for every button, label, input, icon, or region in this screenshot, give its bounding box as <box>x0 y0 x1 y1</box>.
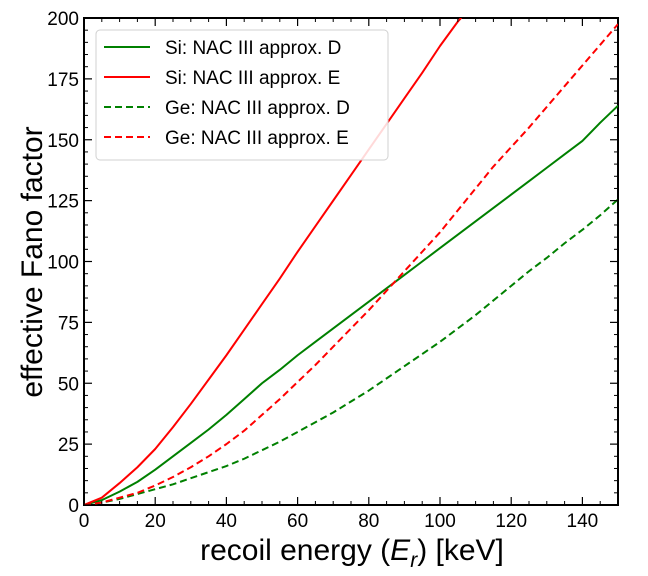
series-line-1 <box>84 104 618 505</box>
y-axis-label: effective Fano factor <box>16 126 49 397</box>
legend-label: Ge: NAC III approx. D <box>165 98 350 119</box>
legend-label: Ge: NAC III approx. E <box>165 128 349 149</box>
series-line-4 <box>84 23 618 505</box>
legend-label: Si: NAC III approx. E <box>165 68 340 89</box>
x-axis-label-sub: r <box>410 549 418 572</box>
y-tick-label: 75 <box>58 313 79 334</box>
x-axis-label-suffix: ) [keV] <box>417 534 504 567</box>
series-line-2 <box>84 18 463 505</box>
ticks-layer: 0 20 40 60 80 100 120 140 0 25 50 75 100 125 150 175 200 <box>47 9 619 532</box>
legend: Si: NAC III approx. D Si: NAC III approx.… <box>95 29 389 161</box>
x-tick-label: 60 <box>287 511 308 532</box>
x-axis-label-var: E <box>390 534 411 567</box>
x-tick-label: 140 <box>567 511 599 532</box>
x-axis-label-prefix: recoil energy ( <box>200 534 390 567</box>
series-layer <box>84 18 618 505</box>
y-tick-label: 200 <box>47 9 79 30</box>
x-tick-label: 120 <box>495 511 527 532</box>
y-tick-label: 25 <box>58 435 79 456</box>
x-tick-label: 20 <box>145 511 166 532</box>
y-tick-label: 125 <box>47 192 79 213</box>
legend-label: Si: NAC III approx. D <box>165 38 341 59</box>
y-tick-label: 0 <box>68 496 79 517</box>
x-axis-label: recoil energy (Er) [keV] <box>200 534 504 572</box>
x-tick-label: 40 <box>216 511 237 532</box>
y-tick-label: 50 <box>58 374 79 395</box>
x-tick-label: 80 <box>358 511 379 532</box>
y-tick-label: 100 <box>47 253 79 274</box>
y-tick-label: 150 <box>47 131 79 152</box>
legend-box <box>95 29 389 161</box>
x-tick-label: 100 <box>424 511 456 532</box>
x-tick-label: 0 <box>79 511 90 532</box>
series-line-3 <box>84 198 618 505</box>
y-tick-label: 175 <box>47 70 79 91</box>
